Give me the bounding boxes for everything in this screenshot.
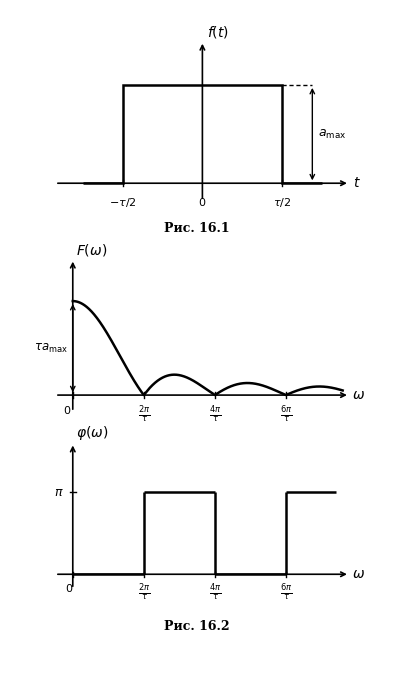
Text: $f(t)$: $f(t)$: [207, 24, 229, 40]
Text: Рис. 16.1: Рис. 16.1: [164, 221, 229, 235]
Text: $\tau/2$: $\tau/2$: [273, 196, 291, 209]
Text: $\frac{6\pi}{\tau}$: $\frac{6\pi}{\tau}$: [280, 405, 292, 425]
Text: $\frac{4\pi}{\tau}$: $\frac{4\pi}{\tau}$: [209, 582, 221, 603]
Text: $\frac{4\pi}{\tau}$: $\frac{4\pi}{\tau}$: [209, 405, 221, 425]
Text: Рис. 16.2: Рис. 16.2: [164, 620, 229, 633]
Text: $\frac{2\pi}{\tau}$: $\frac{2\pi}{\tau}$: [138, 405, 150, 425]
Text: $t$: $t$: [353, 176, 361, 190]
Text: $\omega$: $\omega$: [352, 567, 365, 582]
Text: $\frac{2\pi}{\tau}$: $\frac{2\pi}{\tau}$: [138, 582, 150, 603]
Text: $\pi$: $\pi$: [54, 486, 64, 498]
Text: $-\tau/2$: $-\tau/2$: [109, 196, 136, 209]
Text: $F(\omega)$: $F(\omega)$: [76, 242, 108, 258]
Text: $0$: $0$: [65, 582, 73, 595]
Text: $\varphi(\omega)$: $\varphi(\omega)$: [76, 424, 109, 442]
Text: $\tau a_{\max}$: $\tau a_{\max}$: [33, 342, 68, 355]
Text: $\omega$: $\omega$: [352, 388, 365, 402]
Text: $a_{\max}$: $a_{\max}$: [318, 127, 346, 141]
Text: $0$: $0$: [198, 196, 207, 208]
Text: $0$: $0$: [63, 405, 72, 417]
Text: $\frac{6\pi}{\tau}$: $\frac{6\pi}{\tau}$: [280, 582, 292, 603]
